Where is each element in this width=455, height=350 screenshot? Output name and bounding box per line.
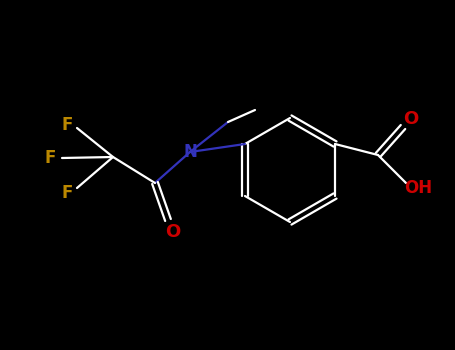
- Text: F: F: [44, 149, 56, 167]
- Text: O: O: [404, 110, 419, 128]
- Text: F: F: [61, 184, 73, 202]
- Text: N: N: [183, 143, 197, 161]
- Text: O: O: [165, 223, 181, 241]
- Text: OH: OH: [404, 179, 432, 197]
- Text: F: F: [61, 116, 73, 134]
